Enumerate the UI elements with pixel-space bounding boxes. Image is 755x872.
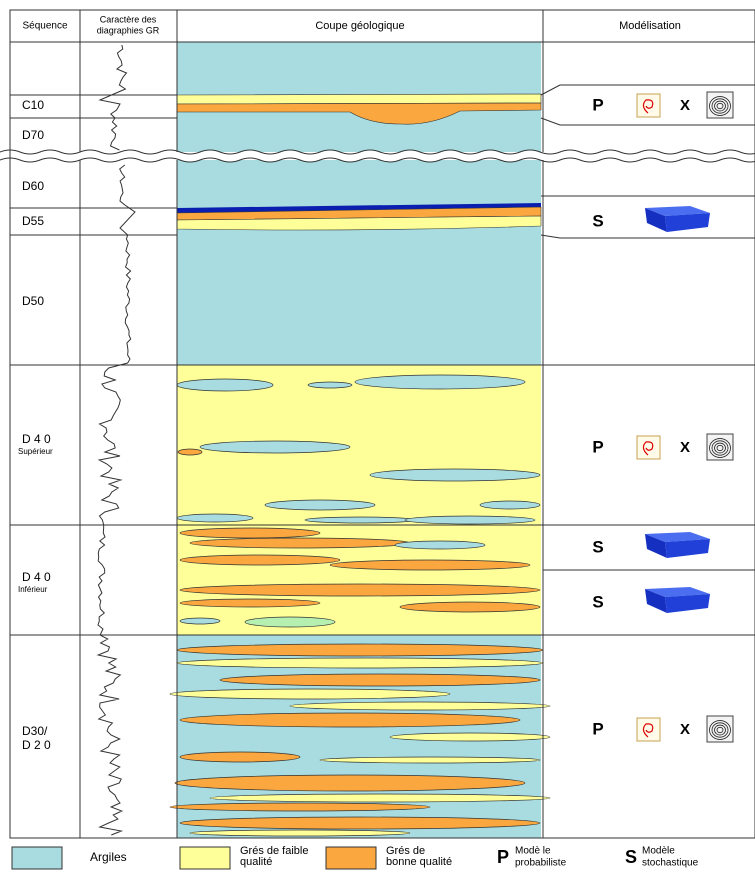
label: Inférieur [18,585,48,594]
probability-icon [637,718,660,741]
cube-side [665,594,710,613]
label: P [497,847,509,867]
lens [390,733,550,741]
lens [170,803,430,811]
lens [210,794,550,802]
probability-icon [637,436,660,459]
label: S [592,592,603,611]
label: D55 [22,214,44,228]
geology-figure: Séquence Caractère desdiagraphies GR Coupe… [0,0,755,872]
lens [180,817,540,829]
lens [405,516,535,524]
lens [290,702,550,710]
clay [177,160,541,365]
lens [308,382,352,388]
label: stochastique [642,858,699,869]
lens [180,528,320,538]
lens [220,674,540,686]
label: diagraphies GR [97,25,160,35]
lens [180,752,300,762]
label: Caractère des [100,14,157,24]
label: D50 [22,294,44,308]
sand-low [177,94,541,104]
label: C10 [22,98,44,112]
lens [178,449,202,455]
lens [370,469,540,481]
label: D 4 0 [22,432,51,446]
label: X [680,439,690,456]
lens [180,713,520,727]
label: D70 [22,128,44,142]
label: D 2 0 [22,738,51,752]
lens [355,375,525,389]
label: Coupe géologique [315,20,404,32]
lens [200,441,350,453]
label: Modè le [515,846,551,857]
label: X [680,97,690,114]
label: P [592,719,603,738]
gr-log [98,165,135,835]
lens [180,599,320,607]
label: Supérieur [18,447,53,456]
legend-swatch [326,847,376,869]
lens [180,584,540,596]
rule [541,235,560,238]
label: P [592,437,603,456]
label: Modélisation [619,20,681,32]
fingerprint-icon [707,716,733,742]
lens [177,644,543,656]
lens [180,618,220,624]
lens [170,689,450,699]
label: Séquence [22,21,67,32]
lens [320,757,540,763]
cube-side [665,539,710,558]
label: D60 [22,179,44,193]
lens [395,541,485,549]
lens [177,514,253,522]
probability-icon [637,94,660,117]
fingerprint-icon [707,92,733,118]
lens [177,658,543,668]
lens [480,501,540,509]
label: S [625,847,637,867]
label: P [592,95,603,114]
lens [305,517,415,523]
label: bonne qualité [386,856,452,868]
label: qualité [240,856,272,868]
lens [330,560,530,570]
fingerprint-icon [707,434,733,460]
lens [400,602,540,612]
legend-swatch [180,847,230,869]
label: X [680,721,690,738]
legend-swatch [12,847,62,869]
label: probabiliste [515,858,567,869]
label: D 4 0 [22,570,51,584]
lens [190,830,410,836]
lens [245,617,335,627]
lens [177,379,273,391]
lens [190,538,410,548]
rule [541,85,560,95]
label: Modèle [642,846,675,857]
label: S [592,211,603,230]
gr-log [100,45,127,150]
label: Argiles [90,850,127,864]
rule [541,118,560,125]
label: S [592,537,603,556]
cube-side [665,213,710,232]
label: D30/ [22,724,48,738]
lens [180,555,340,565]
lens [265,500,375,510]
lens [175,775,525,791]
